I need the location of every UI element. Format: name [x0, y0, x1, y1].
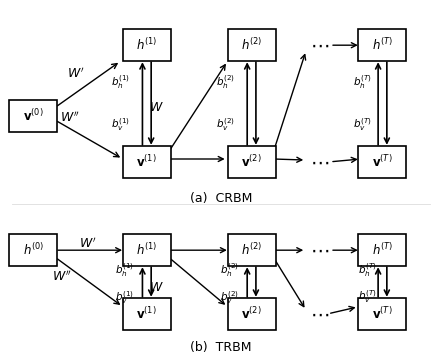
Text: $b_h^{(1)}$: $b_h^{(1)}$: [111, 73, 130, 91]
Text: $b_v^{(T)}$: $b_v^{(T)}$: [354, 116, 372, 133]
Text: $\mathbf{v}^{(0)}$: $\mathbf{v}^{(0)}$: [23, 108, 44, 124]
Text: $b_v^{(2)}$: $b_v^{(2)}$: [220, 289, 239, 306]
FancyBboxPatch shape: [228, 146, 275, 178]
Text: $W'$: $W'$: [67, 66, 85, 81]
FancyBboxPatch shape: [228, 29, 275, 61]
Text: $\cdots$: $\cdots$: [309, 36, 329, 55]
Text: $h^{(0)}$: $h^{(0)}$: [23, 242, 44, 258]
Text: $h^{(2)}$: $h^{(2)}$: [241, 37, 262, 53]
Text: $h^{(1)}$: $h^{(1)}$: [136, 242, 157, 258]
Text: $W$: $W$: [149, 281, 164, 294]
Text: $W''$: $W''$: [61, 111, 80, 125]
Text: $b_v^{(1)}$: $b_v^{(1)}$: [111, 116, 130, 133]
Text: $b_v^{(T)}$: $b_v^{(T)}$: [358, 288, 377, 305]
FancyBboxPatch shape: [358, 298, 407, 330]
Text: $h^{(T)}$: $h^{(T)}$: [372, 37, 393, 53]
FancyBboxPatch shape: [228, 234, 275, 266]
FancyBboxPatch shape: [9, 234, 57, 266]
Text: $W'$: $W'$: [79, 237, 97, 251]
Text: $\mathbf{v}^{(2)}$: $\mathbf{v}^{(2)}$: [241, 154, 262, 170]
Text: $h^{(2)}$: $h^{(2)}$: [241, 242, 262, 258]
FancyBboxPatch shape: [123, 146, 171, 178]
Text: $b_v^{(2)}$: $b_v^{(2)}$: [216, 116, 235, 133]
FancyBboxPatch shape: [9, 100, 57, 132]
FancyBboxPatch shape: [123, 298, 171, 330]
Text: $W$: $W$: [149, 101, 164, 113]
Text: $h^{(T)}$: $h^{(T)}$: [372, 242, 393, 258]
Text: $\mathbf{v}^{(1)}$: $\mathbf{v}^{(1)}$: [137, 154, 157, 170]
FancyBboxPatch shape: [228, 298, 275, 330]
FancyBboxPatch shape: [358, 29, 407, 61]
Text: $b_h^{(T)}$: $b_h^{(T)}$: [358, 261, 377, 279]
Text: (a)  CRBM: (a) CRBM: [190, 192, 252, 205]
Text: $b_h^{(2)}$: $b_h^{(2)}$: [220, 261, 239, 279]
Text: $b_h^{(2)}$: $b_h^{(2)}$: [216, 73, 235, 91]
Text: $h^{(1)}$: $h^{(1)}$: [136, 37, 157, 53]
Text: $b_h^{(1)}$: $b_h^{(1)}$: [115, 261, 134, 279]
Text: $b_h^{(T)}$: $b_h^{(T)}$: [354, 73, 372, 91]
Text: $\cdots$: $\cdots$: [309, 152, 329, 171]
Text: $W''$: $W''$: [52, 270, 72, 284]
Text: $\mathbf{v}^{(T)}$: $\mathbf{v}^{(T)}$: [372, 154, 393, 170]
Text: (b)  TRBM: (b) TRBM: [190, 341, 252, 354]
FancyBboxPatch shape: [123, 234, 171, 266]
FancyBboxPatch shape: [358, 146, 407, 178]
Text: $\cdots$: $\cdots$: [309, 304, 329, 323]
FancyBboxPatch shape: [123, 29, 171, 61]
Text: $\cdots$: $\cdots$: [309, 241, 329, 260]
Text: $\mathbf{v}^{(2)}$: $\mathbf{v}^{(2)}$: [241, 306, 262, 322]
Text: $\mathbf{v}^{(1)}$: $\mathbf{v}^{(1)}$: [137, 306, 157, 322]
Text: $b_v^{(1)}$: $b_v^{(1)}$: [115, 289, 134, 306]
Text: $\mathbf{v}^{(T)}$: $\mathbf{v}^{(T)}$: [372, 306, 393, 322]
FancyBboxPatch shape: [358, 234, 407, 266]
